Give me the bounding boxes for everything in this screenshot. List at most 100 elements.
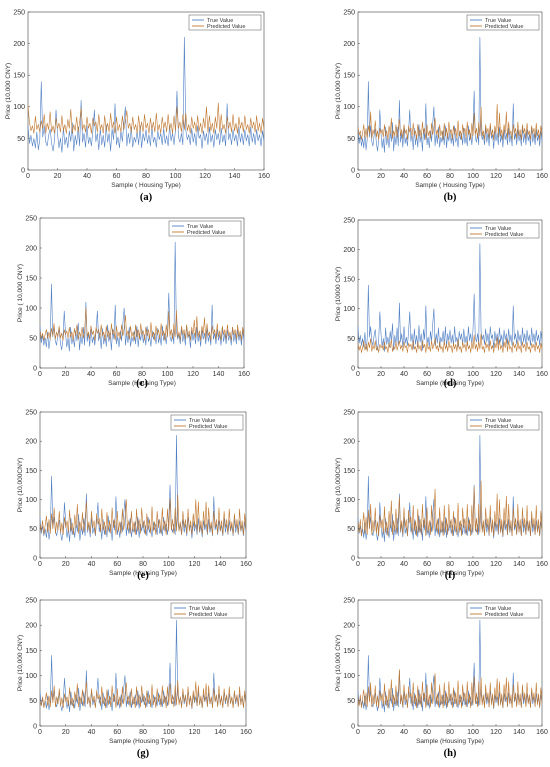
- legend-entry: Predicted Value: [189, 612, 227, 618]
- x-tick-label: 80: [446, 561, 454, 568]
- x-tick-label: 100: [170, 173, 182, 180]
- y-axis-label: Price (10,000 CNY): [5, 63, 12, 119]
- y-tick-label: 150: [13, 73, 25, 80]
- y-tick-label: 50: [29, 698, 37, 705]
- x-tick-label: 140: [513, 561, 525, 568]
- legend-box: [466, 414, 540, 431]
- x-tick-label: 140: [229, 173, 241, 180]
- y-tick-label: 100: [13, 104, 25, 111]
- x-tick-label: 100: [163, 729, 175, 736]
- x-tick-label: 80: [138, 371, 146, 378]
- chart-panel-f: 0 20 40 60 80 100 120 140 160 0 50 100 150 200 250 Samp…: [335, 409, 548, 581]
- x-tick-label: 20: [377, 729, 385, 736]
- series-line-true-value: [27, 36, 265, 153]
- x-tick-label: 160: [536, 561, 548, 568]
- y-tick-label: 200: [13, 41, 25, 48]
- y-tick-label: 50: [347, 336, 355, 343]
- series-line-true-value: [39, 241, 245, 352]
- x-tick-label: 60: [423, 729, 431, 736]
- legend-entry: True Value: [485, 606, 511, 612]
- x-tick-label: 120: [490, 173, 502, 180]
- y-tick-label: 150: [25, 275, 37, 282]
- series-line-predicted-value: [357, 333, 543, 353]
- y-axis-label: Price (10,000CNY): [335, 458, 342, 513]
- panel-label: (d): [444, 378, 457, 389]
- x-tick-label: 80: [139, 561, 147, 568]
- x-tick-label: 80: [446, 173, 454, 180]
- panel-label: (c): [136, 378, 148, 389]
- legend-box: [170, 414, 244, 431]
- legend-entry: True Value: [189, 418, 215, 424]
- y-tick-label: 100: [343, 306, 355, 313]
- x-tick-label: 60: [113, 729, 121, 736]
- x-axis-label: Sample (Housing Type): [108, 380, 176, 387]
- y-tick-label: 100: [343, 497, 355, 504]
- y-tick-label: 200: [343, 439, 355, 446]
- x-tick-label: 20: [62, 729, 70, 736]
- chart-panel-a: 0 20 40 60 80 100 120 140 160 0 50 100 150 200 250 Samp…: [5, 9, 270, 203]
- y-tick-label: 250: [25, 215, 37, 222]
- y-tick-label: 100: [343, 104, 355, 111]
- legend-entry: True Value: [207, 18, 233, 24]
- y-tick-label: 200: [343, 247, 355, 254]
- y-tick-label: 0: [33, 555, 37, 562]
- panel-label: (f): [445, 570, 456, 581]
- plot-area: [357, 599, 543, 727]
- plot-area: [357, 219, 543, 369]
- x-tick-label: 100: [162, 371, 174, 378]
- y-tick-label: 0: [33, 365, 37, 372]
- y-tick-label: 50: [29, 335, 37, 342]
- y-tick-label: 50: [347, 526, 355, 533]
- y-axis-label: Price ( 10,000 CNY): [17, 264, 24, 322]
- x-tick-label: 80: [446, 371, 454, 378]
- x-axis-label: Sample (Housing Type): [416, 570, 484, 577]
- x-tick-label: 120: [490, 729, 502, 736]
- x-tick-label: 60: [423, 561, 431, 568]
- y-tick-label: 200: [343, 41, 355, 48]
- x-axis-label: Sample ( Housing Type): [111, 182, 181, 189]
- legend-entry: Predicted Value: [485, 424, 523, 430]
- panel-label: (e): [137, 570, 149, 581]
- legend-box: [170, 602, 244, 619]
- y-tick-label: 250: [25, 409, 37, 416]
- legend-entry: True Value: [485, 226, 511, 232]
- plot-area: [39, 411, 247, 559]
- y-tick-label: 200: [343, 623, 355, 630]
- plot-area: [39, 217, 245, 369]
- x-tick-label: 100: [467, 561, 479, 568]
- x-tick-label: 160: [258, 173, 270, 180]
- y-tick-label: 50: [347, 136, 355, 143]
- y-axis-label: Price (10,000 CNY): [17, 635, 24, 691]
- y-tick-label: 50: [17, 136, 25, 143]
- x-tick-label: 80: [446, 729, 454, 736]
- x-tick-label: 160: [536, 729, 548, 736]
- x-tick-label: 80: [142, 173, 150, 180]
- panel-label: (a): [140, 192, 153, 203]
- legend-entry: True Value: [485, 18, 511, 24]
- panel-label: (g): [137, 748, 150, 759]
- plot-area: [39, 599, 247, 727]
- x-tick-label: 20: [377, 371, 385, 378]
- y-tick-label: 50: [29, 526, 37, 533]
- legend-box: [466, 14, 540, 31]
- x-tick-label: 40: [400, 371, 408, 378]
- x-tick-label: 60: [113, 561, 121, 568]
- y-tick-label: 0: [351, 167, 355, 174]
- x-tick-label: 20: [62, 371, 70, 378]
- x-tick-label: 40: [400, 729, 408, 736]
- x-tick-label: 140: [213, 371, 225, 378]
- x-tick-label: 60: [113, 173, 121, 180]
- legend-entry: Predicted Value: [187, 230, 225, 236]
- series-line-true-value: [357, 36, 543, 153]
- y-axis-label: Price (10,000CNY): [17, 458, 24, 513]
- x-tick-label: 140: [214, 561, 226, 568]
- y-tick-label: 100: [25, 497, 37, 504]
- x-tick-label: 160: [536, 371, 548, 378]
- x-tick-label: 160: [238, 371, 250, 378]
- series-line-predicted-value: [39, 680, 247, 709]
